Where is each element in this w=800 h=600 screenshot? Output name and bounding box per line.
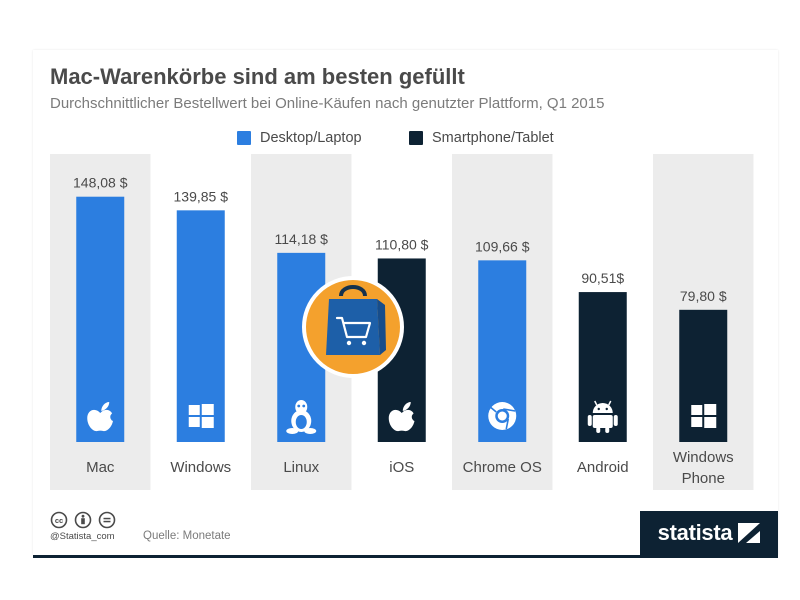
value-label-android: 90,51$ — [581, 270, 624, 286]
category-label-android: Android — [577, 459, 629, 476]
bottom-rule — [33, 555, 778, 558]
category-label-windows-phone: Windows Phone — [673, 449, 734, 487]
value-label-windows: 139,85 $ — [174, 188, 229, 204]
value-label-ios: 110,80 $ — [375, 236, 429, 252]
cc-icon — [50, 511, 68, 529]
chart-legend: Desktop/Laptop Smartphone/Tablet — [33, 129, 778, 147]
bars — [76, 196, 728, 442]
statista-logo: statista — [640, 511, 778, 555]
statista-mark-icon — [738, 523, 761, 543]
source-note: Quelle: Monetate — [143, 530, 231, 542]
nd-icon — [98, 511, 116, 529]
statista-wordmark: statista — [657, 520, 733, 545]
legend-label-mobile: Smartphone/Tablet — [432, 130, 554, 146]
legend-item-mobile: Smartphone/Tablet — [409, 129, 554, 147]
value-label-windows-phone: 79,80 $ — [680, 288, 727, 304]
bar-windows-phone — [679, 309, 728, 442]
chart-subtitle: Durchschnittlicher Bestellwert bei Onlin… — [50, 95, 605, 112]
category-label-windows: Windows — [170, 459, 231, 476]
category-label-linux: Linux — [283, 459, 319, 476]
legend-swatch-mobile — [409, 131, 423, 145]
chrome-icon-chrome-os — [487, 401, 518, 431]
bar-windows — [176, 210, 225, 442]
category-label-ios: iOS — [389, 459, 414, 476]
category-labels: Mac Windows Linux iOS Chrome OS Android Window… — [86, 449, 734, 487]
legend-label-desktop: Desktop/Laptop — [260, 130, 362, 146]
license-icons: cc — [50, 511, 124, 534]
category-label-chrome-os: Chrome OS — [463, 459, 542, 476]
legend-item-desktop: Desktop/Laptop — [237, 129, 362, 147]
value-label-mac: 148,08 $ — [73, 175, 128, 191]
shopping-bag-icon — [326, 299, 380, 355]
value-label-linux: 114,18 $ — [275, 231, 329, 247]
svg-text:cc: cc — [55, 516, 63, 525]
value-labels: 148,08 $ 139,85 $ 114,18 $ 110,80 $ 109,66 $… — [73, 175, 727, 304]
shopping-bag-badge — [302, 276, 404, 378]
category-label-mac: Mac — [86, 459, 115, 476]
bar-chart-plot: 148,08 $ 139,85 $ 114,18 $ 110,80 $ 109,66 $… — [50, 154, 754, 490]
infographic-card: Mac-Warenkörbe sind am besten gefüllt Du… — [33, 50, 778, 555]
by-icon — [74, 511, 92, 529]
bar-mac — [76, 196, 125, 442]
legend-swatch-desktop — [237, 131, 251, 145]
statista-handle: @Statista_com — [50, 531, 115, 542]
cart-icon — [335, 316, 372, 339]
chart-title: Mac-Warenkörbe sind am besten gefüllt — [50, 64, 465, 89]
value-label-chrome-os: 109,66 $ — [475, 238, 530, 254]
